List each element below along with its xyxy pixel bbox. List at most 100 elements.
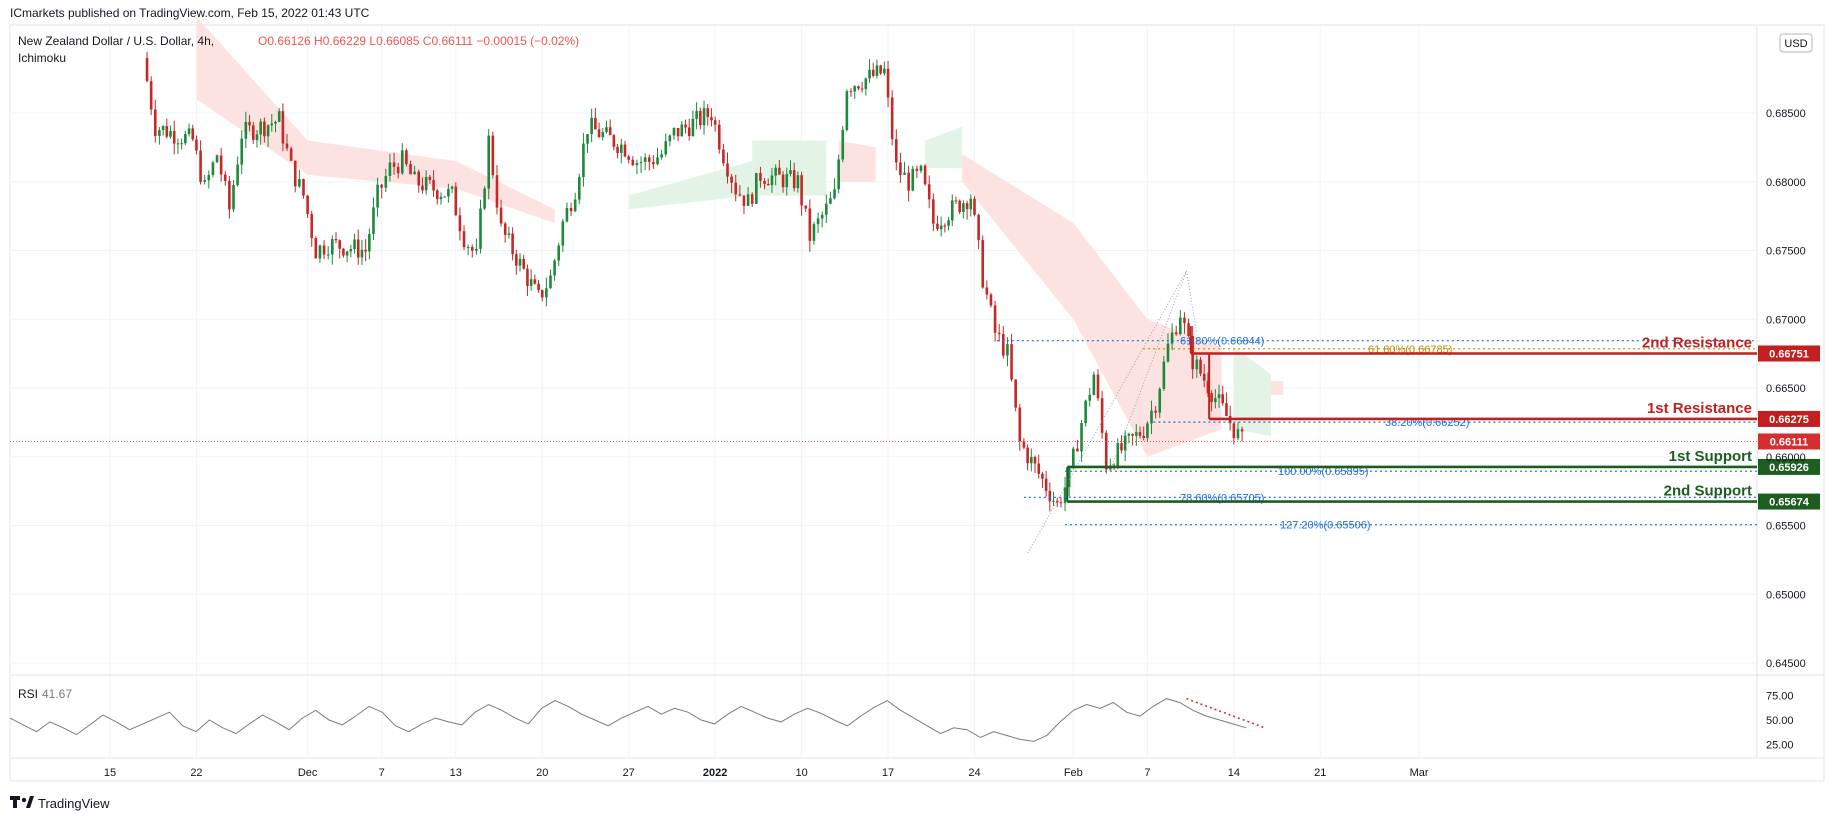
candle-body <box>691 118 695 137</box>
time-tick-label: 22 <box>190 767 202 779</box>
candle-body <box>248 121 251 126</box>
candle-body <box>470 247 474 251</box>
rsi-label: RSI <box>18 687 38 701</box>
candle-body <box>1006 344 1009 356</box>
candle-body <box>586 134 589 144</box>
candle-body <box>522 258 526 269</box>
candle-body <box>511 233 514 255</box>
candle-body <box>376 184 379 208</box>
candle-body <box>195 139 198 151</box>
candle-body <box>1120 443 1123 451</box>
candle-body <box>726 163 729 177</box>
grid <box>10 25 1757 758</box>
candle-body <box>631 159 635 166</box>
candle-body <box>833 189 836 199</box>
candle-body <box>236 164 239 186</box>
ichimoku-cloud <box>196 16 1284 457</box>
candle-body <box>1225 403 1228 416</box>
candle-body <box>808 208 812 241</box>
candle-body <box>1183 317 1186 324</box>
candle-body <box>702 108 706 126</box>
candle-body <box>1162 361 1166 389</box>
price-badge-label: 0.66275 <box>1769 414 1809 426</box>
candle-body <box>263 121 266 137</box>
cloud-segment <box>1233 346 1271 437</box>
candle-body <box>643 157 647 163</box>
candle-body <box>969 198 973 210</box>
candle-body <box>540 290 544 298</box>
tradingview-brand[interactable]: TradingView <box>38 796 110 811</box>
candle-body <box>207 174 211 181</box>
candle-body <box>907 172 910 191</box>
time-tick-label: 13 <box>450 767 462 779</box>
candle-body <box>919 165 923 171</box>
candle-body <box>894 139 898 163</box>
candle-body <box>1195 359 1199 370</box>
time-tick-label: Feb <box>1064 767 1083 779</box>
candle-body <box>789 170 792 174</box>
candle-body <box>699 110 702 126</box>
candle-body <box>820 214 824 219</box>
candle-body <box>364 249 367 252</box>
candle-body <box>475 248 478 251</box>
candle-body <box>825 203 828 215</box>
candle-body <box>392 162 396 167</box>
candle-body <box>623 144 627 157</box>
candle-body <box>255 134 259 140</box>
candle-body <box>605 127 608 133</box>
candle-body <box>635 163 639 166</box>
candle-body <box>302 179 305 196</box>
candle-body <box>868 69 871 79</box>
candle-body <box>533 279 537 284</box>
candle-body <box>1037 463 1041 474</box>
candle-body <box>1084 400 1087 424</box>
price-tick-label: 0.66500 <box>1766 383 1806 395</box>
candle-body <box>1092 374 1096 395</box>
candle-body <box>886 68 890 98</box>
candle-body <box>285 143 289 149</box>
candle-body <box>388 162 392 176</box>
candle-body <box>413 171 416 175</box>
time-tick-label: Mar <box>1410 767 1429 779</box>
indicator-label[interactable]: Ichimoku <box>18 51 66 65</box>
candle-body <box>759 173 762 181</box>
level-label: 2nd Resistance <box>1642 334 1752 351</box>
price-badge <box>1758 493 1820 510</box>
fib-swing-line <box>1109 270 1187 471</box>
candle-body <box>660 154 663 158</box>
candle-body <box>812 224 816 241</box>
candle-body <box>1170 332 1174 344</box>
currency-label: USD <box>1784 38 1807 50</box>
candle-body <box>251 125 255 140</box>
time-tick-label: 17 <box>882 767 894 779</box>
candle-body <box>883 68 886 74</box>
rsi-tick-label: 25.00 <box>1766 739 1794 751</box>
candle-body <box>1123 435 1127 451</box>
time-tick-label: 21 <box>1314 767 1326 779</box>
candle-body <box>529 279 533 286</box>
candle-body <box>774 167 777 176</box>
currency-badge[interactable] <box>1779 33 1813 53</box>
candle-body <box>829 198 832 204</box>
candle-body <box>1240 429 1244 432</box>
chart-frame <box>9 24 1825 782</box>
candle-body <box>911 168 915 191</box>
candle-body <box>149 81 153 110</box>
price-tick-label: 0.68500 <box>1766 108 1806 120</box>
candle-body <box>1010 344 1013 380</box>
candle-body <box>1150 410 1153 424</box>
candle-body <box>1048 490 1052 502</box>
candle-body <box>734 182 738 195</box>
candle-body <box>561 221 565 246</box>
symbol-title[interactable]: New Zealand Dollar / U.S. Dollar, 4h, <box>18 34 214 48</box>
candle-body <box>187 128 191 134</box>
price-tick-label: 0.68000 <box>1766 177 1806 189</box>
candle-body <box>816 218 820 225</box>
candle-body <box>578 177 581 200</box>
candle-body <box>903 172 906 175</box>
candle-body <box>796 175 800 189</box>
fib-label: 127.20%(0.65506) <box>1280 520 1371 532</box>
candle-body <box>158 130 161 137</box>
candle-body <box>601 132 605 138</box>
